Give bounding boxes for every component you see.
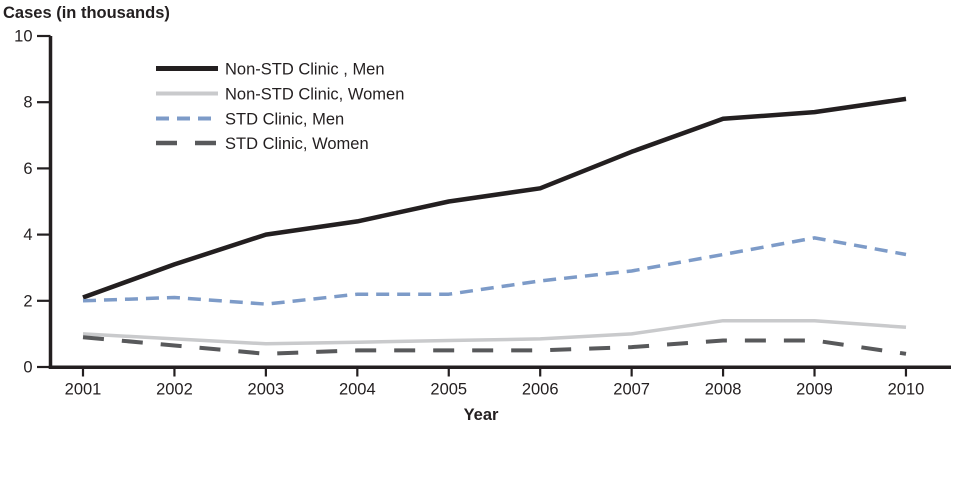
x-tick-label: 2010 [888, 381, 925, 399]
chart-title: Cases (in thousands) [3, 4, 170, 22]
series-line-std-clinic-men [82, 236, 907, 306]
x-tick-label: 2005 [430, 381, 467, 399]
x-tick-label: 2004 [339, 381, 376, 399]
x-tick-label: 2007 [613, 381, 650, 399]
legend: Non-STD Clinic , Men Non-STD Clinic, Wome… [156, 61, 404, 153]
series-lines [82, 96, 907, 356]
legend-item-label: STD Clinic, Men [225, 111, 344, 129]
y-tick-label: 2 [23, 292, 32, 310]
x-tick-label: 2002 [156, 381, 193, 399]
x-tick-label: 2001 [65, 381, 102, 399]
y-tick-label: 6 [23, 160, 32, 178]
legend-item-label: STD Clinic, Women [225, 135, 369, 153]
y-tick-label: 4 [23, 226, 32, 244]
legend-item-label: Non-STD Clinic, Women [225, 86, 404, 104]
x-axis-title: Year [464, 406, 499, 424]
series-line-non-std-clinic-men [82, 96, 907, 300]
y-axis: 0 2 4 6 8 10 [14, 28, 53, 377]
legend-item-label: Non-STD Clinic , Men [225, 61, 385, 79]
x-axis: 2001 2002 2003 2004 2005 2006 2007 2008 2009 2010 [48, 365, 951, 399]
series-line-std-clinic-women [82, 335, 907, 356]
series-line-non-std-clinic-women [82, 318, 907, 346]
y-tick-label: 10 [14, 28, 32, 46]
y-tick-label: 8 [23, 94, 32, 112]
x-tick-label: 2008 [705, 381, 742, 399]
y-tick-label: 0 [23, 359, 32, 377]
x-tick-label: 2006 [522, 381, 559, 399]
x-tick-label: 2003 [248, 381, 285, 399]
x-tick-label: 2009 [796, 381, 833, 399]
